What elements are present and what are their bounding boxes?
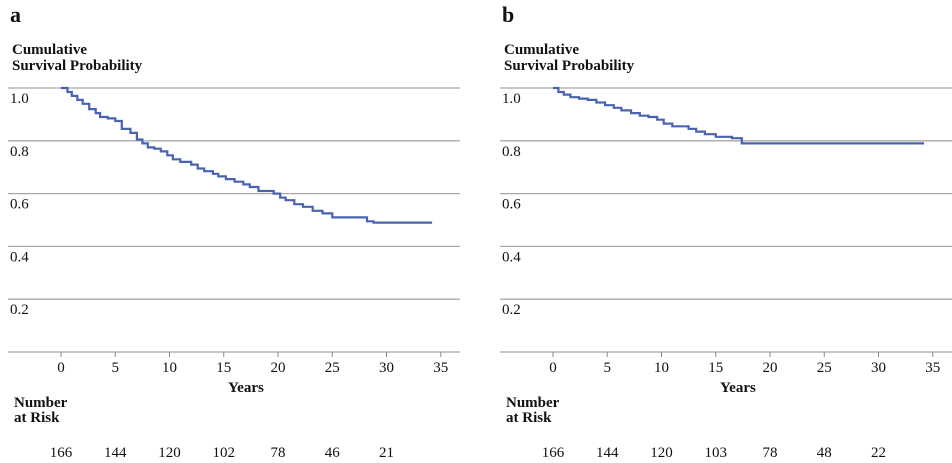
risk-count: 144 [596, 445, 619, 461]
km-panel-b: b Cumulative Survival Probability 1.0 0.8… [492, 0, 952, 462]
y-axis-label: Cumulative Survival Probability [12, 42, 142, 74]
risk-title-line-2: at Risk [14, 410, 60, 426]
y-axis-label: Cumulative Survival Probability [504, 42, 634, 74]
number-at-risk-row: 166 144 120 103 78 48 22 [492, 445, 952, 463]
km-panel-a: a Cumulative Survival Probability 1.0 0.8… [0, 0, 476, 462]
x-tick-label: 10 [654, 360, 669, 376]
y-tick-label: 0.2 [502, 302, 521, 318]
risk-count: 46 [324, 445, 340, 461]
x-tick-label: 30 [871, 360, 886, 376]
risk-count: 120 [650, 445, 673, 461]
x-axis-label: Years [228, 380, 264, 396]
x-tick-label: 25 [817, 360, 832, 376]
risk-title-line-1: Number [506, 395, 560, 411]
y-tick-label: 1.0 [502, 91, 521, 107]
y-tick-label: 0.6 [502, 197, 521, 213]
risk-count: 78 [270, 445, 286, 461]
risk-count: 102 [212, 445, 236, 461]
risk-count: 166 [541, 445, 565, 461]
risk-count: 166 [49, 445, 73, 461]
x-tick-label: 15 [216, 360, 231, 376]
y-axis-label-line-1: Cumulative [12, 42, 87, 58]
x-tick-label: 35 [433, 360, 448, 376]
risk-count: 48 [816, 445, 832, 461]
survival-curve [553, 86, 925, 145]
number-at-risk-title: Number at Risk [506, 396, 559, 426]
y-axis-label-line-2: Survival Probability [504, 58, 635, 74]
x-tick-label: 10 [162, 360, 177, 376]
y-tick-label: 0.6 [10, 197, 29, 213]
x-tick-label: 5 [112, 360, 120, 376]
x-tick-label: 30 [379, 360, 394, 376]
y-tick-label: 0.2 [10, 302, 29, 318]
km-plot-b: 1.0 0.8 0.6 0.4 0.2 0 5 10 15 20 25 30 35 [500, 86, 952, 376]
x-tick-label: 35 [925, 360, 940, 376]
risk-count: 103 [704, 445, 728, 461]
panel-label: a [10, 2, 21, 27]
y-tick-label: 1.0 [10, 91, 29, 107]
y-tick-label: 0.4 [502, 249, 521, 265]
x-tick-label: 15 [708, 360, 723, 376]
risk-title-line-1: Number [14, 395, 68, 411]
risk-count: 120 [158, 445, 181, 461]
y-tick-label: 0.8 [10, 144, 29, 160]
x-tick-label: 25 [325, 360, 340, 376]
x-tick-label: 20 [763, 360, 778, 376]
y-axis-label-line-1: Cumulative [504, 42, 579, 58]
survival-curve [61, 86, 433, 224]
number-at-risk-title: Number at Risk [14, 396, 67, 426]
x-tick-label: 0 [549, 360, 557, 376]
x-tick-label: 5 [604, 360, 612, 376]
risk-count: 21 [379, 445, 394, 461]
x-tick-label: 20 [271, 360, 286, 376]
y-axis-label-line-2: Survival Probability [12, 58, 143, 74]
risk-count: 78 [762, 445, 778, 461]
y-tick-label: 0.8 [502, 144, 521, 160]
risk-title-line-2: at Risk [506, 410, 552, 426]
km-plot-a: 1.0 0.8 0.6 0.4 0.2 0 5 10 15 20 25 30 35 [8, 86, 460, 376]
risk-count: 22 [871, 445, 886, 461]
x-axis-label: Years [720, 380, 756, 396]
x-tick-label: 0 [57, 360, 65, 376]
y-tick-label: 0.4 [10, 249, 29, 265]
panel-label: b [502, 2, 515, 27]
number-at-risk-row: 166 144 120 102 78 46 21 [0, 445, 476, 463]
risk-count: 144 [104, 445, 127, 461]
